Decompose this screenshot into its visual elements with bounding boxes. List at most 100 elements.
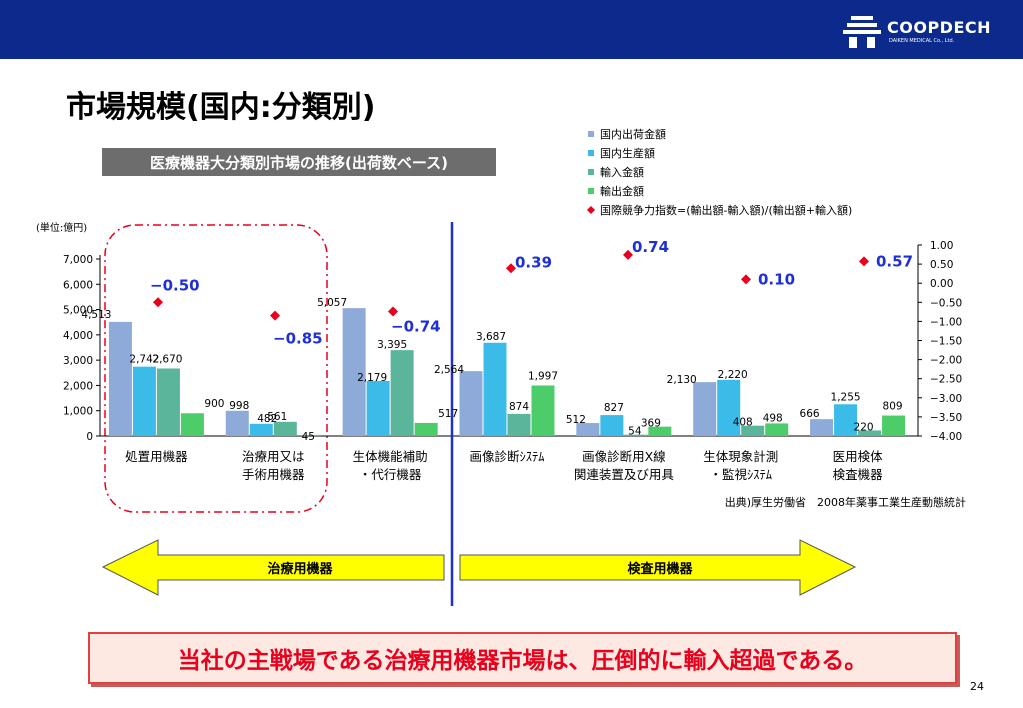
- legend-swatch: [588, 150, 594, 156]
- x-category-label: 処置用機器: [125, 449, 188, 464]
- index-value-label: 0.10: [758, 270, 795, 288]
- bar: [741, 425, 765, 436]
- x-category-label: ・代行機器: [359, 467, 422, 482]
- index-marker: [859, 256, 869, 267]
- y-right-tick-label: −1.00: [930, 316, 962, 328]
- y-right-tick-label: −3.50: [930, 412, 962, 424]
- index-marker: [623, 249, 633, 260]
- x-category-label: ・監視ｼｽﾃﾑ: [709, 467, 772, 482]
- bar-value-label: 512: [566, 414, 586, 426]
- legend-label: 国内出荷金額: [600, 127, 666, 141]
- legend-swatch: [588, 188, 594, 194]
- x-category-label: 医用検体: [833, 449, 884, 464]
- bar: [834, 404, 858, 436]
- bar-value-label: 1,997: [528, 371, 558, 383]
- bar: [297, 434, 321, 436]
- y-left-tick-label: 6,000: [63, 279, 93, 291]
- y-right-tick-label: −3.00: [930, 393, 962, 405]
- bar-value-label: 998: [229, 400, 249, 412]
- bar-value-label: 900: [204, 398, 224, 410]
- y-left-tick-label: 3,000: [63, 355, 93, 367]
- y-right-tick-label: −0.50: [930, 297, 962, 309]
- right-arrow-shape: [459, 539, 857, 596]
- bar: [342, 308, 366, 436]
- bar-value-label: 5,057: [317, 297, 347, 309]
- bar-value-label: 561: [267, 411, 287, 423]
- index-value-label: −0.50: [150, 276, 200, 294]
- bar: [531, 385, 555, 436]
- top-banner: [0, 0, 1023, 59]
- bar-value-label: 45: [302, 431, 315, 443]
- x-category-label: 手術用機器: [242, 467, 305, 482]
- bar-value-label: 3,395: [377, 339, 407, 351]
- y-axis-unit-label: (単位:億円): [36, 221, 87, 234]
- bar: [108, 321, 132, 436]
- bar: [576, 423, 600, 436]
- legend-label: 国際競争力指数=(輸出額-輸入額)/(輸出額+輸入額): [600, 203, 852, 217]
- y-left-tick-label: 1,000: [63, 406, 93, 418]
- index-marker: [506, 263, 516, 274]
- logo-mark-icon: [843, 16, 881, 48]
- legend-label: 輸出金額: [600, 184, 644, 198]
- bar: [459, 371, 483, 436]
- left-arrow-shape: [101, 539, 445, 596]
- group-label-left: 治療用機器: [267, 561, 333, 577]
- bar: [390, 350, 414, 436]
- legend-swatch: [588, 131, 594, 137]
- x-category-label: 検査機器: [833, 467, 884, 482]
- logo-subtext: DAIKEN MEDICAL Co., Ltd.: [889, 38, 955, 44]
- index-value-label: 0.39: [515, 253, 552, 271]
- bar-value-label: 809: [883, 401, 903, 413]
- index-marker: [270, 310, 280, 321]
- bar-value-label: 874: [509, 401, 529, 413]
- index-marker: [741, 274, 751, 285]
- bar-value-label: 408: [733, 417, 753, 429]
- legend-label: 国内生産額: [600, 146, 655, 160]
- y-left-tick-label: 5,000: [63, 305, 93, 317]
- bar: [483, 342, 507, 436]
- x-category-label: 生体現象計測: [703, 449, 778, 464]
- bar-value-label: 2,179: [357, 372, 387, 384]
- bar: [507, 413, 531, 436]
- index-value-label: 0.57: [876, 252, 913, 270]
- bar-value-label: 220: [854, 421, 874, 433]
- bar-value-label: 2,564: [434, 364, 464, 376]
- bar: [765, 423, 789, 436]
- x-category-label: 画像診断用X線: [582, 449, 666, 464]
- chart-subtitle: 医療機器大分類別市場の推移(出荷数ベース): [102, 148, 496, 176]
- bar-value-label: 517: [438, 408, 458, 420]
- index-marker: [388, 306, 398, 317]
- page-number: 24: [970, 680, 984, 693]
- bar-value-label: 498: [763, 412, 783, 424]
- conclusion-banner: 当社の主戦場である治療用機器市場は、圧倒的に輸入超過である。: [88, 632, 957, 684]
- x-category-label: 関連装置及び用具: [574, 467, 675, 482]
- page-title: 市場規模(国内:分類別): [66, 90, 376, 125]
- bar-value-label: 54: [628, 426, 642, 438]
- bar-value-label: 666: [800, 408, 820, 420]
- y-left-tick-label: 0: [86, 431, 93, 443]
- bar-value-label: 482: [257, 413, 277, 425]
- legend-label: 輸入金額: [600, 165, 644, 179]
- bar: [648, 426, 672, 436]
- bar-value-label: 4,513: [81, 309, 111, 321]
- bar: [624, 434, 648, 436]
- bar: [882, 415, 906, 436]
- y-left-tick-label: 2,000: [63, 380, 93, 392]
- bar: [180, 413, 204, 436]
- index-value-label: −0.85: [273, 330, 323, 348]
- y-left-tick-label: 4,000: [63, 330, 93, 342]
- y-right-tick-label: 1.00: [930, 240, 953, 252]
- bar: [717, 379, 741, 436]
- highlight-dashed-box: [104, 224, 328, 513]
- bar-value-label: 2,670: [152, 353, 182, 365]
- bar-value-label: 2,130: [667, 374, 697, 386]
- index-value-label: −0.74: [391, 317, 441, 335]
- bar: [810, 419, 834, 436]
- company-logo: COOPDECH DAIKEN MEDICAL Co., Ltd.: [843, 14, 993, 54]
- bar-value-label: 3,687: [476, 331, 506, 343]
- y-right-tick-label: 0.00: [930, 278, 953, 290]
- y-right-tick-label: −2.00: [930, 355, 962, 367]
- bar: [600, 415, 624, 436]
- bar-value-label: 827: [604, 402, 624, 414]
